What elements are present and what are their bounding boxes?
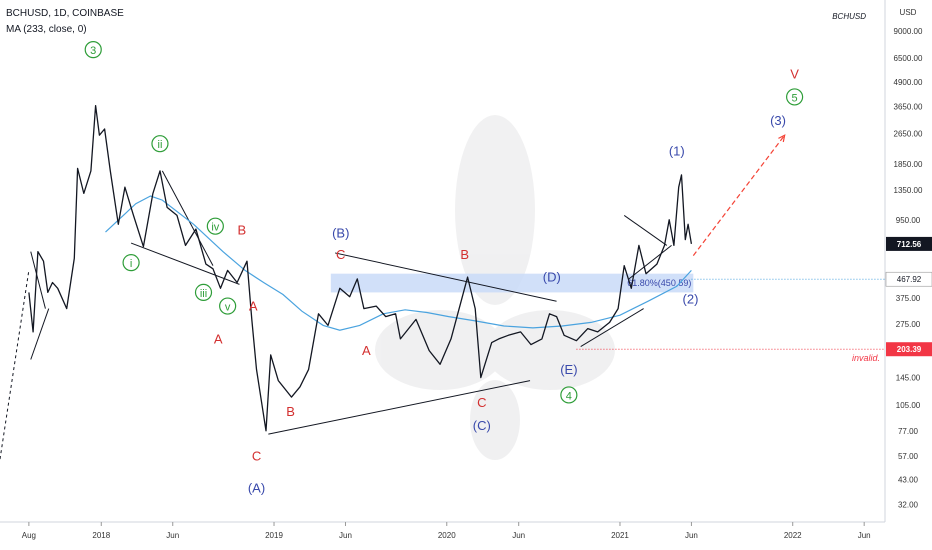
price-tick-label: 2650.00: [894, 130, 923, 139]
wave-label: A: [249, 299, 258, 314]
price-tick-label: 950.00: [896, 216, 921, 225]
wave-label: B: [286, 404, 295, 419]
wave-label: v: [225, 302, 231, 314]
wave-label: C: [336, 247, 345, 262]
invalid-label: invalid.: [852, 353, 880, 363]
time-tick-label: Jun: [858, 531, 871, 540]
wave-label: (B): [332, 226, 349, 241]
price-axis-currency: USD: [900, 8, 917, 17]
level-marker-bg: [885, 271, 932, 287]
wave-label: (3): [770, 113, 786, 128]
trendline-w2-wedge-lower: [628, 245, 672, 280]
wave-label: iv: [211, 222, 219, 234]
time-tick-label: Jun: [685, 531, 698, 540]
price-tick-label: 9000.00: [894, 27, 923, 36]
wave-label: (D): [543, 270, 561, 285]
projection-arrowhead: [778, 134, 786, 143]
invalid-price-badge: 203.39: [897, 345, 922, 354]
price-tick-label: 275.00: [896, 320, 921, 329]
time-tick-label: 2019: [265, 531, 283, 540]
wave-label: iii: [200, 288, 207, 300]
price-tick-label: 6500.00: [894, 54, 923, 63]
wave-label-circle: [206, 217, 224, 235]
wave-label-circle: [122, 254, 140, 272]
wave-label: (C): [473, 418, 491, 433]
wave-label-circle: [786, 88, 804, 106]
trendline-wedge-lower: [130, 242, 240, 285]
wave-label: (1): [669, 144, 685, 159]
wave-label-circle: [560, 386, 578, 404]
trendline-triangle-mid-lower: [268, 380, 531, 435]
invalid-price-badge-bg: [886, 342, 932, 357]
wave-label: 4: [566, 390, 572, 402]
wave-label: C: [477, 395, 486, 410]
trendline-w2-wedge-upper: [623, 215, 668, 246]
wave-label: 5: [792, 92, 798, 104]
price-tick-label: 1850.00: [894, 160, 923, 169]
wave-label-circle: [219, 297, 237, 315]
price-tick-label: 57.00: [898, 452, 919, 461]
wave-label: (E): [560, 362, 577, 377]
price-tick-label: 4900.00: [894, 78, 923, 87]
time-tick-label: Aug: [22, 531, 36, 540]
fib-zone: [330, 273, 694, 293]
trendline-triangle-mid-upper: [334, 252, 557, 302]
projection-line: [692, 134, 786, 256]
trendline-left-dashed: [0, 270, 30, 460]
wave-label: B: [238, 223, 247, 238]
trendline-triangle-left-upper: [30, 251, 46, 309]
wave-label: C: [252, 449, 261, 464]
price-tick-label: 77.00: [898, 427, 919, 436]
time-tick-label: 2020: [438, 531, 456, 540]
fib-zone-label: 61.80%(450.59): [627, 278, 691, 288]
price-tick-label: 1350.00: [894, 186, 923, 195]
last-price-badge: 712.56: [897, 240, 922, 249]
time-tick-label: 2021: [611, 531, 629, 540]
price-line: [28, 104, 693, 432]
trendline-triangle-left-lower: [30, 308, 50, 360]
price-tick-label: 145.00: [896, 374, 921, 383]
time-tick-label: 2022: [784, 531, 802, 540]
symbol-watermark: BCHUSD: [832, 12, 866, 21]
price-tick-label: 375.00: [896, 294, 921, 303]
ma-indicator-legend[interactable]: MA (233, close, 0): [6, 24, 87, 35]
time-tick-label: Jun: [339, 531, 352, 540]
chart-title: BCHUSD, 1D, COINBASE: [6, 8, 124, 19]
wave-label: B: [460, 247, 469, 262]
trendline-wedge-upper: [161, 170, 214, 266]
wave-label: A: [362, 343, 371, 358]
time-tick-label: 2018: [92, 531, 110, 540]
last-price-badge-bg: [886, 236, 932, 251]
price-tick-label: 3650.00: [894, 103, 923, 112]
price-tick-label: 43.00: [898, 476, 919, 485]
wave-label: ii: [158, 139, 163, 151]
wave-label-circle: [84, 41, 102, 59]
price-tick-label: 32.00: [898, 501, 919, 510]
wave-label: (2): [683, 291, 699, 306]
level-marker-label: 467.92: [897, 275, 922, 284]
wave-label: i: [130, 258, 132, 270]
wave-label: (A): [248, 480, 265, 495]
time-tick-label: Jun: [166, 531, 179, 540]
trendline-e-lower: [580, 308, 644, 347]
price-tick-label: 105.00: [896, 401, 921, 410]
wave-label: 3: [90, 45, 96, 57]
time-tick-label: Jun: [512, 531, 525, 540]
time-axis[interactable]: Aug 2018 Jun 2019 Jun 2020 Jun 2021 Jun 2022 Jun: [22, 522, 871, 540]
wave-label-circle: [151, 135, 169, 153]
ma-line: [105, 195, 692, 331]
wave-label: V: [790, 66, 799, 81]
wave-label-circle: [194, 283, 213, 302]
wave-label: A: [214, 331, 223, 346]
